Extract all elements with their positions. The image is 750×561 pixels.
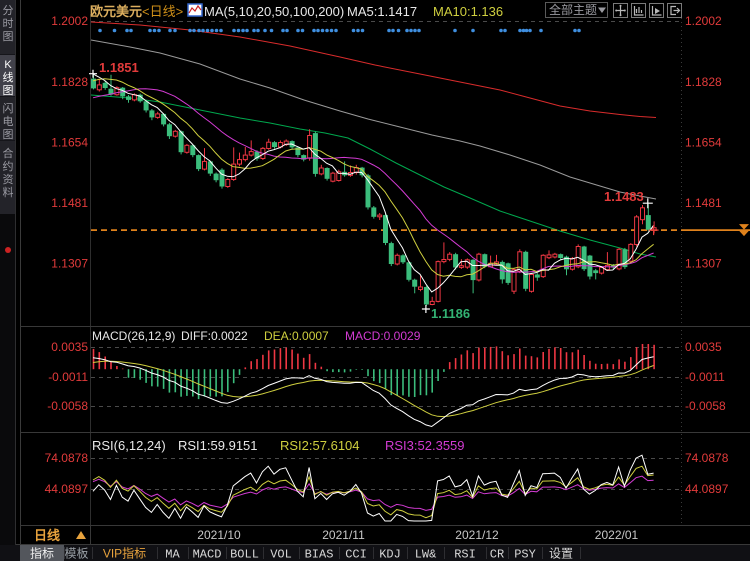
svg-text:DEA:0.0007: DEA:0.0007 bbox=[264, 329, 329, 343]
svg-text:1.1654: 1.1654 bbox=[51, 136, 88, 150]
svg-text:CR: CR bbox=[490, 548, 504, 561]
svg-text:44.0897: 44.0897 bbox=[685, 482, 729, 496]
svg-text:图: 图 bbox=[3, 128, 14, 141]
svg-text:VOL: VOL bbox=[270, 548, 292, 561]
svg-text:RSI: RSI bbox=[454, 548, 476, 561]
svg-text:MACD:0.0029: MACD:0.0029 bbox=[345, 329, 421, 343]
svg-text:2021/10: 2021/10 bbox=[197, 528, 241, 542]
svg-text:MA(5,10,20,50,100,200): MA(5,10,20,50,100,200) bbox=[204, 4, 344, 19]
svg-text:欧元美元: 欧元美元 bbox=[90, 4, 142, 19]
svg-text:K: K bbox=[4, 59, 12, 71]
svg-text:BOLL: BOLL bbox=[230, 548, 259, 561]
svg-text:2021/11: 2021/11 bbox=[322, 528, 365, 542]
svg-text:MA: MA bbox=[165, 548, 180, 561]
svg-text:74.0878: 74.0878 bbox=[45, 451, 89, 465]
svg-text:CCI: CCI bbox=[345, 548, 367, 561]
svg-text:MACD(26,12,9): MACD(26,12,9) bbox=[92, 329, 175, 343]
svg-text:约: 约 bbox=[3, 160, 14, 173]
svg-text:74.0878: 74.0878 bbox=[685, 451, 729, 465]
svg-text:图: 图 bbox=[3, 30, 14, 43]
svg-text:模板: 模板 bbox=[64, 547, 88, 561]
svg-text:1.1828: 1.1828 bbox=[685, 75, 722, 89]
svg-text:全部主题: 全部主题 bbox=[549, 2, 597, 17]
svg-text:-0.0058: -0.0058 bbox=[685, 399, 726, 413]
svg-text:RSI1:59.9151: RSI1:59.9151 bbox=[178, 438, 258, 453]
svg-text:合: 合 bbox=[3, 146, 14, 160]
svg-text:BIAS: BIAS bbox=[305, 548, 334, 561]
svg-text:MA5:1.1417: MA5:1.1417 bbox=[347, 4, 417, 19]
svg-text:1.1186: 1.1186 bbox=[431, 306, 470, 321]
svg-text:0.0035: 0.0035 bbox=[51, 340, 88, 354]
svg-text:分: 分 bbox=[3, 4, 14, 17]
svg-text:1.1307: 1.1307 bbox=[685, 257, 722, 271]
svg-text:资: 资 bbox=[3, 173, 14, 186]
svg-text:0.0035: 0.0035 bbox=[685, 340, 722, 354]
svg-text:指标: 指标 bbox=[30, 546, 54, 561]
svg-text:1.1481: 1.1481 bbox=[685, 196, 722, 210]
svg-text:2021/12: 2021/12 bbox=[455, 528, 499, 542]
svg-text:MACD: MACD bbox=[193, 548, 222, 561]
svg-text:44.0897: 44.0897 bbox=[45, 482, 89, 496]
svg-text:闪: 闪 bbox=[3, 101, 14, 115]
svg-text:1.1828: 1.1828 bbox=[51, 75, 88, 89]
svg-text:1.1481: 1.1481 bbox=[51, 196, 88, 210]
svg-text:1.2002: 1.2002 bbox=[51, 14, 88, 28]
svg-text:-0.0011: -0.0011 bbox=[48, 370, 88, 384]
svg-text:VIP指标: VIP指标 bbox=[103, 546, 146, 561]
svg-text:DIFF:0.0022: DIFF:0.0022 bbox=[181, 329, 248, 343]
svg-text:2022/01: 2022/01 bbox=[595, 528, 639, 542]
svg-text:1.1483: 1.1483 bbox=[604, 189, 644, 204]
svg-text:RSI2:57.6104: RSI2:57.6104 bbox=[280, 438, 360, 453]
svg-text:图: 图 bbox=[3, 84, 14, 97]
svg-text:1.1654: 1.1654 bbox=[685, 136, 722, 150]
svg-text:时: 时 bbox=[3, 17, 14, 30]
svg-text:<日线>: <日线> bbox=[142, 4, 183, 19]
svg-text:1.2002: 1.2002 bbox=[685, 14, 722, 28]
svg-text:RSI3:52.3559: RSI3:52.3559 bbox=[385, 438, 465, 453]
svg-text:RSI(6,12,24): RSI(6,12,24) bbox=[92, 438, 166, 453]
svg-text:1.1307: 1.1307 bbox=[51, 257, 88, 271]
svg-text:MA10:1.136: MA10:1.136 bbox=[433, 4, 503, 19]
svg-text:料: 料 bbox=[3, 185, 14, 199]
svg-text:日线: 日线 bbox=[34, 528, 60, 543]
svg-text:PSY: PSY bbox=[514, 548, 536, 561]
svg-text:-0.0058: -0.0058 bbox=[47, 399, 88, 413]
svg-text:-0.0011: -0.0011 bbox=[685, 370, 725, 384]
svg-text:KDJ: KDJ bbox=[379, 548, 401, 561]
svg-text:1.1851: 1.1851 bbox=[99, 60, 139, 75]
svg-text:设置: 设置 bbox=[549, 547, 573, 561]
svg-text:线: 线 bbox=[3, 70, 14, 84]
svg-text:电: 电 bbox=[3, 115, 14, 128]
svg-text:LW&: LW& bbox=[415, 548, 437, 561]
